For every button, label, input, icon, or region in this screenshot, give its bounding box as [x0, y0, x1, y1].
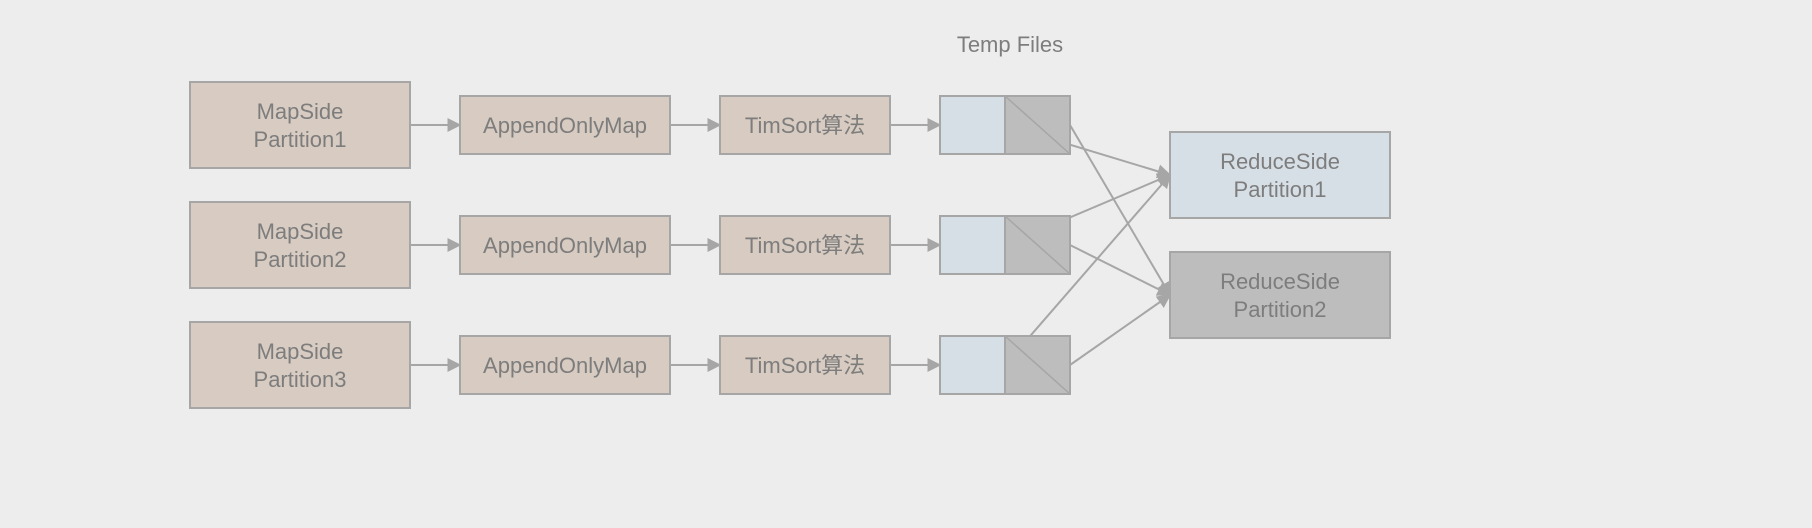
map2-line1: MapSide [257, 219, 344, 244]
map3-line2: Partition3 [254, 367, 347, 392]
red1-line1: ReduceSide [1220, 149, 1340, 174]
map2: MapSide Partition2 [190, 202, 410, 288]
tf2 [940, 216, 1070, 274]
red2-line2: Partition2 [1234, 297, 1327, 322]
aom3-label: AppendOnlyMap [483, 353, 647, 378]
aom1: AppendOnlyMap [460, 96, 670, 154]
tim2-label: TimSort算法 [745, 233, 865, 258]
aom2: AppendOnlyMap [460, 216, 670, 274]
tim3: TimSort算法 [720, 336, 890, 394]
map1: MapSide Partition1 [190, 82, 410, 168]
map1-line1: MapSide [257, 99, 344, 124]
tf3-left [940, 336, 1005, 394]
arrow-tf3-right-red2 [1070, 295, 1170, 365]
temp-files-header: Temp Files [957, 32, 1063, 57]
map2-line2: Partition2 [254, 247, 347, 272]
aom1-label: AppendOnlyMap [483, 113, 647, 138]
tf3 [940, 336, 1070, 394]
map3-line1: MapSide [257, 339, 344, 364]
red1-line2: Partition1 [1234, 177, 1327, 202]
map1-line2: Partition1 [254, 127, 347, 152]
tim1-label: TimSort算法 [745, 113, 865, 138]
tim2: TimSort算法 [720, 216, 890, 274]
tim1: TimSort算法 [720, 96, 890, 154]
map3: MapSide Partition3 [190, 322, 410, 408]
red2: ReduceSide Partition2 [1170, 252, 1390, 338]
red2-line1: ReduceSide [1220, 269, 1340, 294]
tf1 [940, 96, 1070, 154]
tim3-label: TimSort算法 [745, 353, 865, 378]
aom2-label: AppendOnlyMap [483, 233, 647, 258]
red1: ReduceSide Partition1 [1170, 132, 1390, 218]
tf1-left [940, 96, 1005, 154]
aom3: AppendOnlyMap [460, 336, 670, 394]
tf2-left [940, 216, 1005, 274]
